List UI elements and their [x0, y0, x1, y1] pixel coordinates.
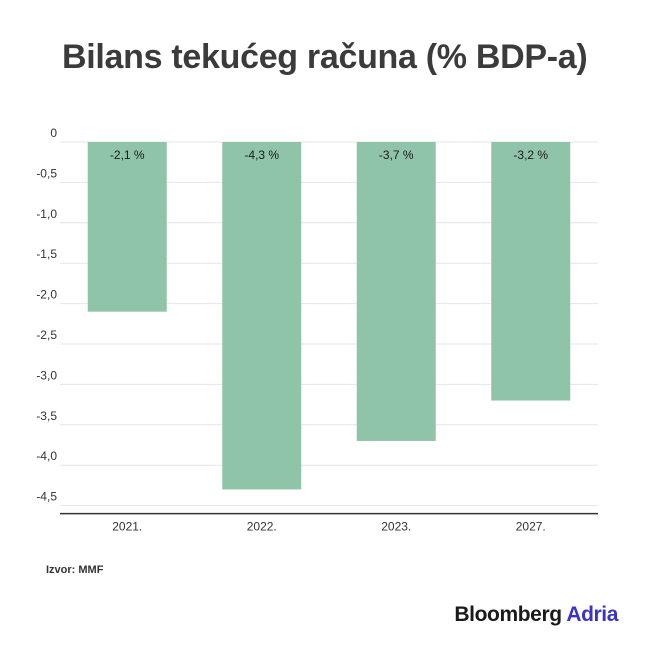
y-tick-label: 0: [50, 126, 57, 140]
y-tick-label: -1,0: [36, 207, 57, 221]
y-tick-label: -0,5: [36, 166, 57, 180]
y-tick-label: -3,5: [36, 409, 57, 423]
bar: [356, 142, 436, 441]
bars: [87, 142, 571, 490]
x-tick-label: 2027.: [516, 520, 546, 534]
y-tick-label: -2,0: [36, 288, 57, 302]
y-tick-label: -3,0: [36, 368, 57, 382]
data-label: -3,2 %: [513, 148, 548, 162]
bar-chart: 0 -0,5 -1,0 -1,5 -2,0 -2,5 -3,0 -3,5 -4,0 -4,5 -2…: [36, 126, 598, 534]
y-axis-ticks: 0 -0,5 -1,0 -1,5 -2,0 -2,5 -3,0 -3,5 -4,0 -4,5: [36, 126, 57, 504]
chart-title: Bilans tekućeg računa (% BDP-a): [62, 38, 588, 76]
x-tick-label: 2021.: [112, 520, 142, 534]
x-tick-label: 2023.: [381, 520, 411, 534]
bar: [491, 142, 571, 401]
bar: [87, 142, 167, 312]
y-tick-label: -4,5: [36, 490, 57, 504]
y-tick-label: -4,0: [36, 449, 57, 463]
data-label: -3,7 %: [379, 148, 414, 162]
x-tick-label: 2022.: [247, 520, 277, 534]
y-tick-label: -1,5: [36, 247, 57, 261]
y-tick-label: -2,5: [36, 328, 57, 342]
brand-logo-secondary: Adria: [566, 603, 618, 626]
data-label: -4,3 %: [244, 148, 279, 162]
data-labels: -2,1 % -4,3 % -3,7 % -3,2 %: [110, 148, 549, 162]
data-label: -2,1 %: [110, 148, 145, 162]
x-axis-ticks: 2021. 2022. 2023. 2027.: [112, 520, 546, 534]
brand-logo-primary: Bloomberg: [454, 603, 562, 626]
bar: [222, 142, 302, 490]
brand-logo: Bloomberg Adria: [454, 603, 618, 627]
source-note: Izvor: MMF: [46, 564, 104, 576]
